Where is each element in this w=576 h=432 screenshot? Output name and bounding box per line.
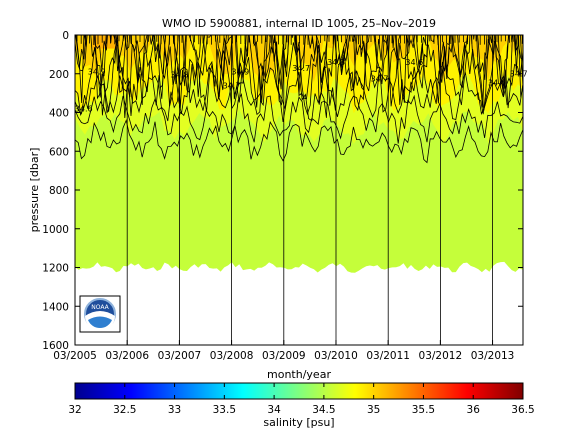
contour-label: 34.7	[292, 64, 310, 73]
contour-label: 34.8	[327, 58, 345, 67]
colorbar-gradient	[74, 382, 524, 400]
x-axis-label: month/year	[267, 368, 331, 381]
y-axis-label: pressure [dbar]	[28, 148, 41, 233]
y-tick-label: 200	[49, 69, 69, 81]
colorbar-label: salinity [psu]	[263, 416, 334, 429]
contour-lines	[75, 35, 523, 164]
contour-34-8	[75, 39, 523, 117]
noaa-logo: NOAA	[79, 295, 121, 333]
x-tick-label: 03/2005	[53, 350, 97, 362]
y-axis: 0 200 400 600 800 1000 1200 1400 1600	[42, 30, 523, 352]
colorbar-tick-label: 32	[68, 404, 81, 416]
colorbar-tick-label: 36	[467, 404, 481, 416]
surface-layer-fill	[75, 35, 523, 82]
year-lines	[126, 35, 494, 345]
colorbar-tick-label: 35	[367, 404, 380, 416]
y-tick-label: 800	[49, 185, 69, 197]
x-tick-label: 03/2006	[105, 350, 149, 362]
contour-label: 34.6	[488, 78, 506, 87]
colorbar-tick-label: 34.5	[312, 404, 335, 416]
colorbar-tick-label: 33.5	[213, 404, 236, 416]
x-tick-label: 03/2010	[314, 350, 358, 362]
contour-label: 34.7	[223, 81, 241, 90]
colorbar-tick-label: 34	[267, 404, 281, 416]
x-tick-label: 03/2008	[210, 350, 254, 362]
y-tick-label: 1600	[42, 340, 69, 352]
colorbar-tick-label: 33	[168, 404, 181, 416]
y-tick-label: 400	[49, 108, 69, 120]
contour-label: 34.9	[231, 68, 249, 77]
chart-title: WMO ID 5900881, internal ID 1005, 25–Nov…	[162, 17, 436, 30]
plot-area: 34.9 34.934.834.734.734.834.734.634.634.7…	[74, 34, 528, 346]
colorbar-ticks: 32 32.5 33 33.5 34 34.5 35 35.5 36 36.5	[68, 383, 535, 416]
colorbar-tick-label: 36.5	[511, 404, 534, 416]
contour-label: 34.8	[170, 71, 188, 80]
contour-label: 34.6	[75, 105, 93, 114]
y-tick-label: 0	[62, 30, 69, 42]
x-tick-label: 03/2012	[419, 350, 463, 362]
contour-label: 34.9	[88, 68, 106, 77]
colorbar: 32 32.5 33 33.5 34 34.5 35 35.5 36 36.5 salinity …	[68, 382, 535, 429]
noaa-logo-text: NOAA	[91, 304, 109, 311]
contour-34-6	[75, 92, 523, 144]
x-axis: 03/2005 03/2006 03/2007 03/2008 03/2009 03/20…	[53, 340, 514, 362]
contour-34-7	[75, 65, 523, 122]
colorbar-tick-label: 35.5	[412, 404, 435, 416]
y-tick-label: 1200	[42, 263, 69, 275]
x-tick-label: 03/2013	[471, 350, 515, 362]
profile-markers	[76, 35, 523, 45]
contour-label: 34.6	[405, 58, 423, 67]
contour-label: 34.7	[371, 75, 389, 84]
contour-35-0	[75, 35, 523, 109]
contour-34-6-deep	[75, 119, 523, 164]
contour-35-1	[75, 35, 523, 90]
y-tick-label: 600	[49, 146, 69, 158]
colorbar-tick-label: 32.5	[113, 404, 136, 416]
x-tick-label: 03/2009	[262, 350, 306, 362]
x-tick-label: 03/2011	[366, 350, 410, 362]
x-tick-label: 03/2007	[158, 350, 202, 362]
y-tick-label: 1000	[42, 224, 69, 236]
y-tick-label: 1400	[42, 301, 69, 313]
